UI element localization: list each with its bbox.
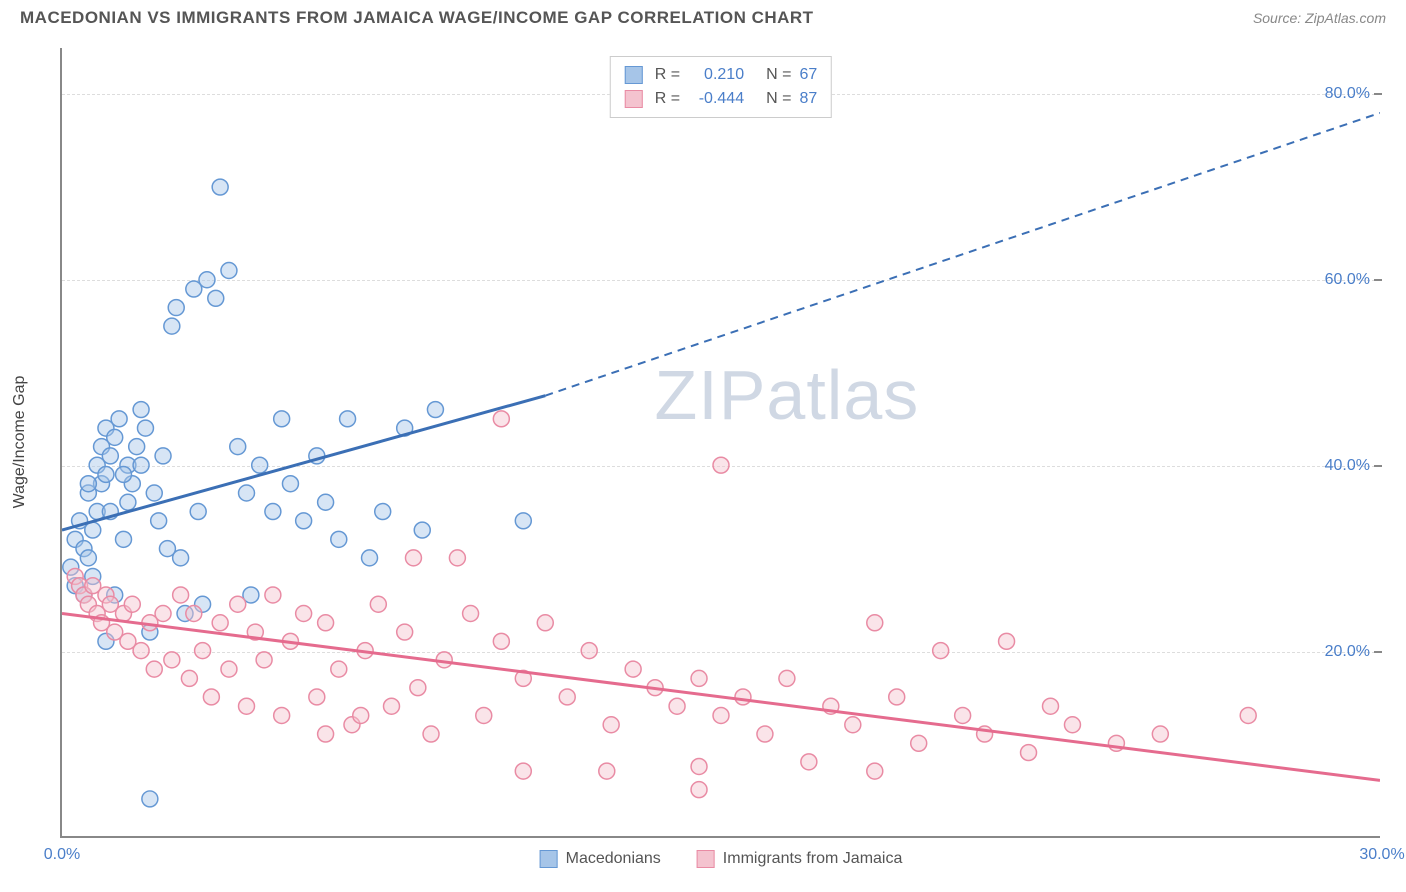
legend-swatch-pink-bottom bbox=[697, 850, 715, 868]
chart-container: Wage/Income Gap ZIPatlas 20.0%40.0%60.0%… bbox=[60, 48, 1380, 838]
legend-label-1: Immigrants from Jamaica bbox=[723, 850, 903, 868]
chart-title: MACEDONIAN VS IMMIGRANTS FROM JAMAICA WA… bbox=[20, 8, 814, 28]
legend-swatch-pink bbox=[625, 90, 643, 108]
n-label: N = bbox=[766, 63, 791, 87]
r-value-0: 0.210 bbox=[688, 63, 744, 87]
y-axis-label: Wage/Income Gap bbox=[11, 376, 29, 509]
scatter-plot-svg bbox=[62, 48, 1380, 836]
x-tick-label: 0.0% bbox=[44, 846, 80, 864]
legend-item-0: Macedonians bbox=[540, 850, 661, 868]
legend-label-0: Macedonians bbox=[566, 850, 661, 868]
r-label: R = bbox=[655, 63, 680, 87]
n-label: N = bbox=[766, 87, 791, 111]
correlation-legend: R = 0.210 N = 67 R = -0.444 N = 87 bbox=[610, 56, 832, 118]
plot-area: Wage/Income Gap ZIPatlas 20.0%40.0%60.0%… bbox=[60, 48, 1380, 838]
series-legend: Macedonians Immigrants from Jamaica bbox=[540, 850, 903, 868]
r-label: R = bbox=[655, 87, 680, 111]
n-value-0: 67 bbox=[799, 63, 817, 87]
source-attribution: Source: ZipAtlas.com bbox=[1253, 10, 1386, 26]
legend-row-series-0: R = 0.210 N = 67 bbox=[625, 63, 817, 87]
x-tick-label: 30.0% bbox=[1359, 846, 1404, 864]
n-value-1: 87 bbox=[799, 87, 817, 111]
legend-swatch-blue-bottom bbox=[540, 850, 558, 868]
legend-item-1: Immigrants from Jamaica bbox=[697, 850, 903, 868]
legend-swatch-blue bbox=[625, 66, 643, 84]
legend-row-series-1: R = -0.444 N = 87 bbox=[625, 87, 817, 111]
r-value-1: -0.444 bbox=[688, 87, 744, 111]
